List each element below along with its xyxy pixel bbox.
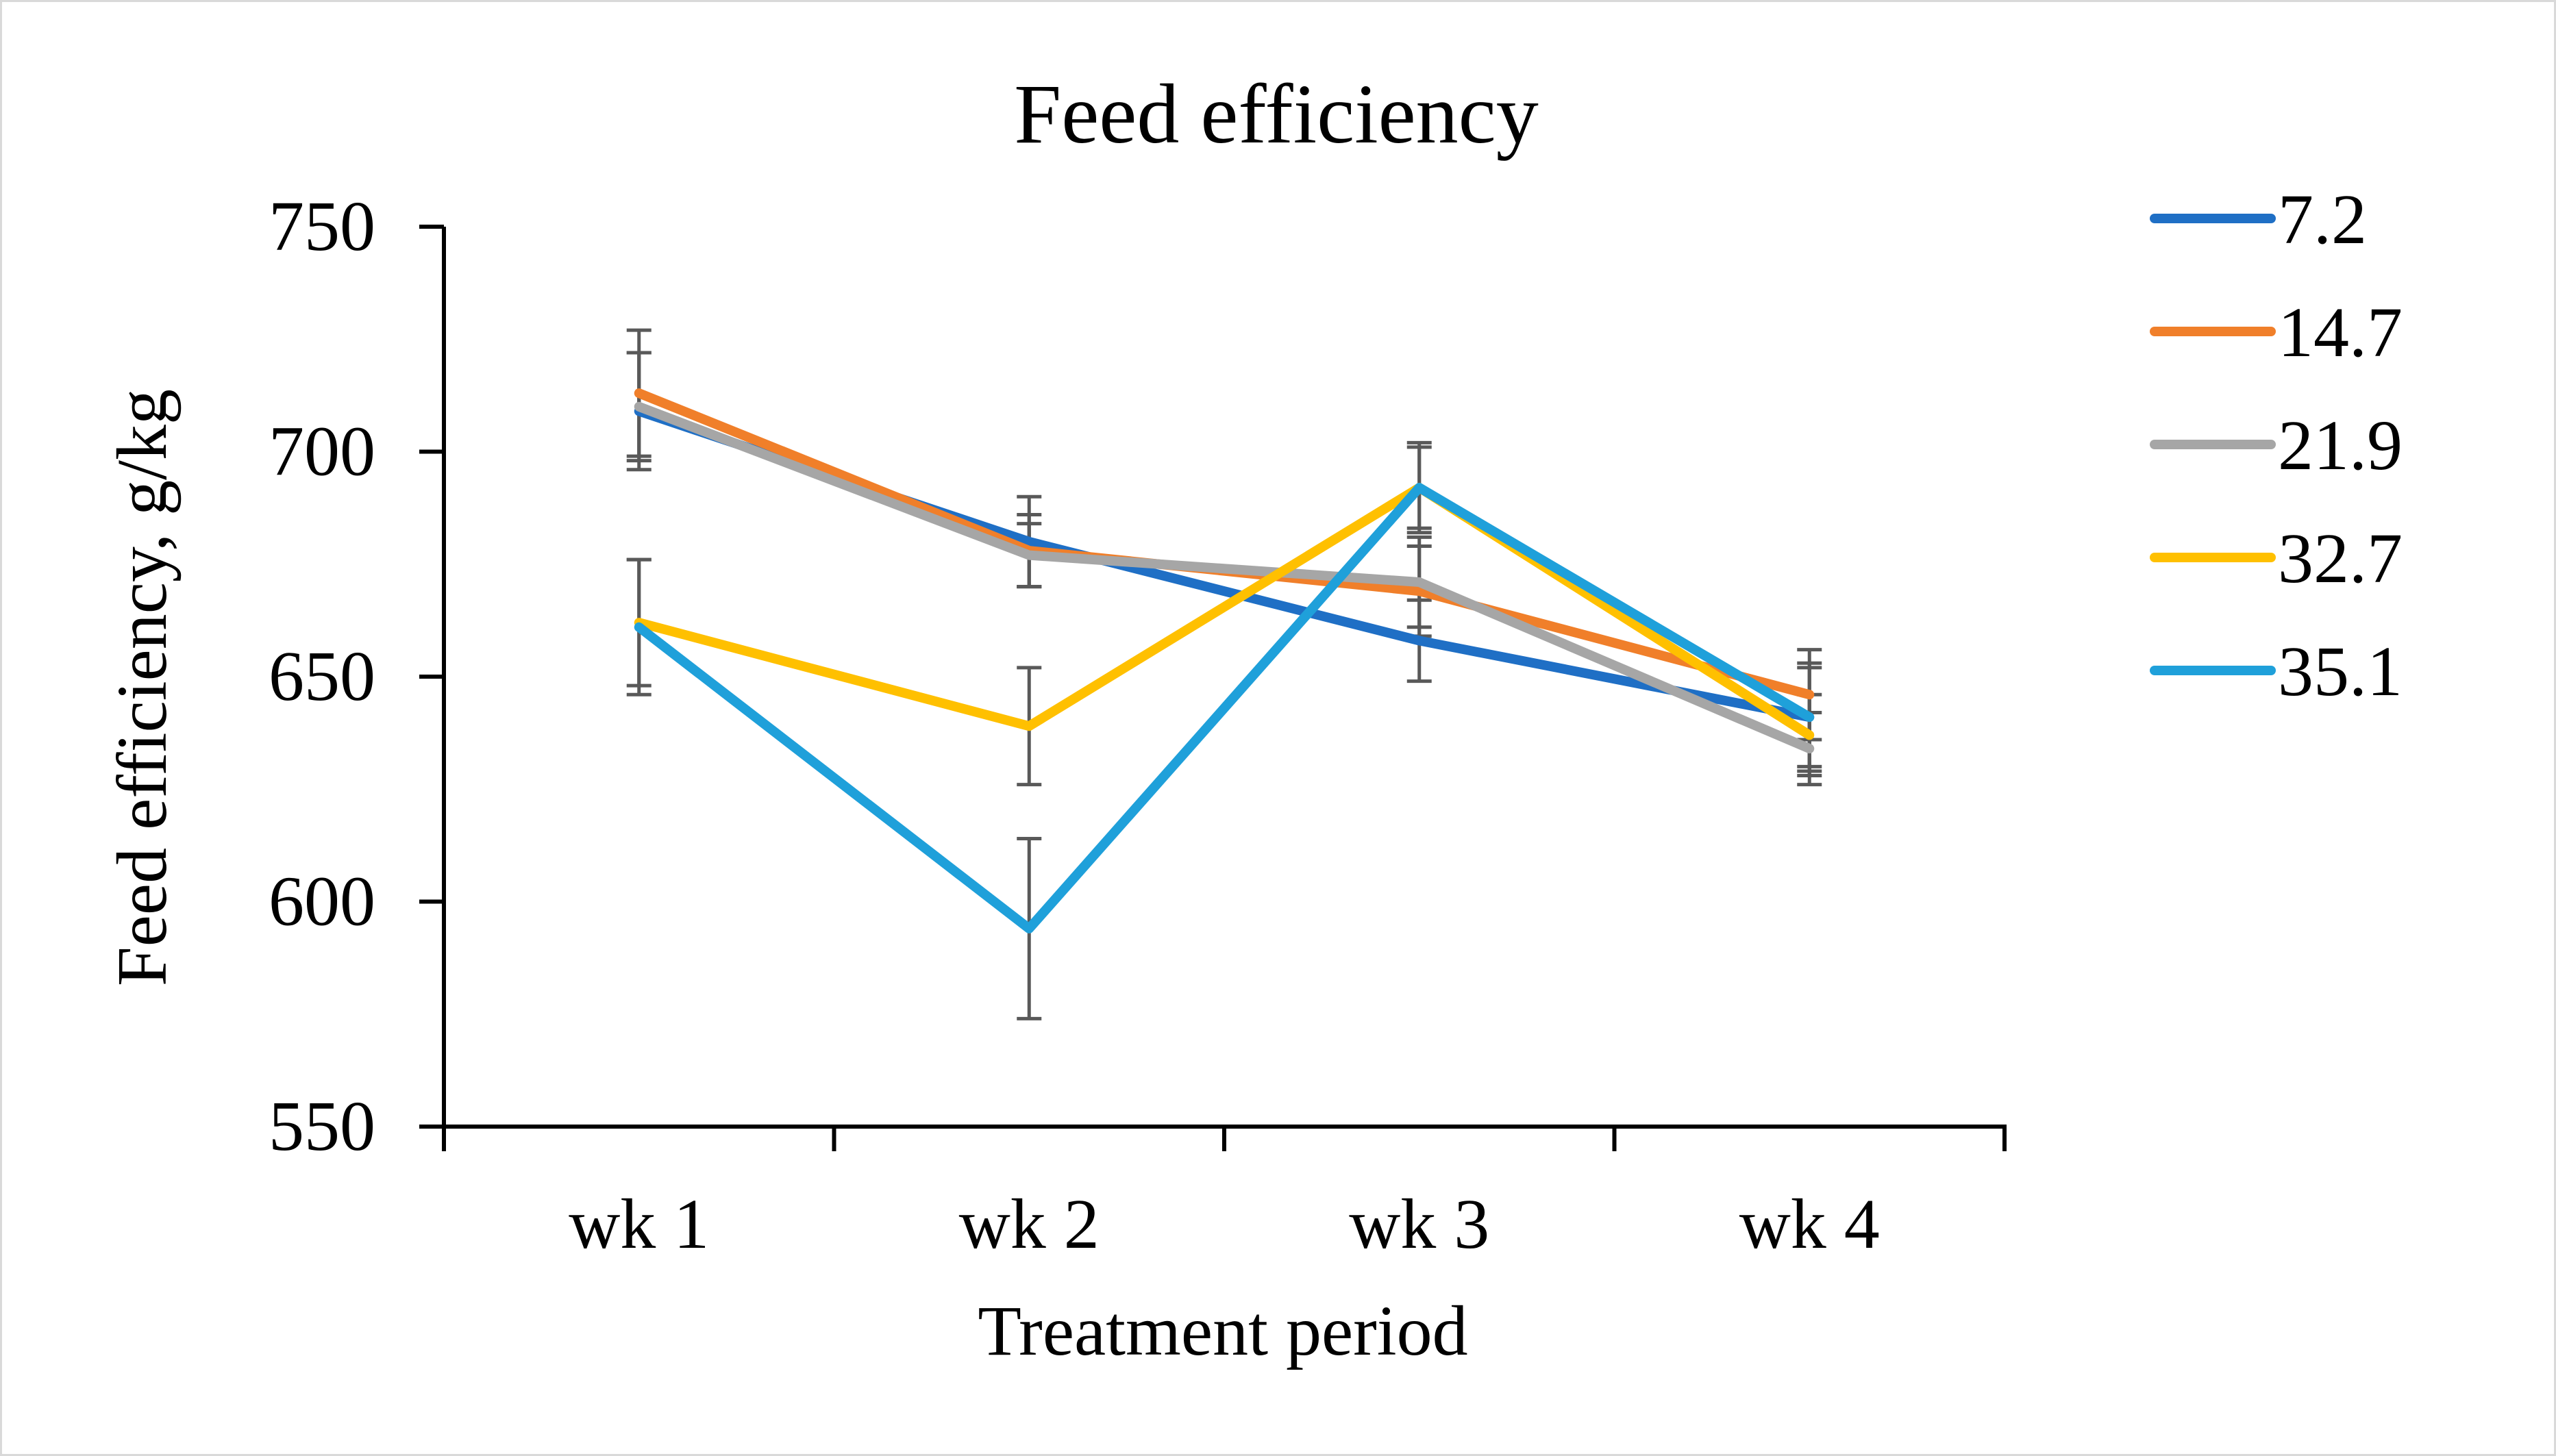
y-tick-label: 550 xyxy=(269,1087,375,1166)
y-tick-label: 650 xyxy=(269,637,375,716)
legend-label-35-1: 35.1 xyxy=(2278,632,2403,711)
axes: 550 600 650 700 750 wk 1 wk 2 wk 3 wk 4 xyxy=(269,187,2007,1264)
legend-label-7-2: 7.2 xyxy=(2278,180,2367,259)
legend: 7.2 14.7 21.9 32.7 35.1 xyxy=(2150,180,2403,711)
y-tick-label: 600 xyxy=(269,862,375,941)
series-lines xyxy=(634,388,1815,933)
y-axis-title: Feed efficiency, g/kg xyxy=(103,389,182,986)
series-line-21-9 xyxy=(634,401,1815,754)
y-tick-label: 700 xyxy=(269,412,375,491)
x-tick-label: wk 3 xyxy=(1349,1185,1489,1264)
y-tick-label: 750 xyxy=(269,187,375,266)
x-tick-label: wk 4 xyxy=(1739,1185,1880,1264)
legend-label-21-9: 21.9 xyxy=(2278,406,2403,485)
x-tick-label: wk 1 xyxy=(569,1185,709,1264)
x-axis-title: Treatment period xyxy=(978,1292,1467,1370)
legend-label-32-7: 32.7 xyxy=(2278,519,2403,598)
chart-title: Feed efficiency xyxy=(1014,67,1538,161)
series-line-32-7 xyxy=(634,483,1815,740)
legend-label-14-7: 14.7 xyxy=(2278,293,2403,372)
series-line-14-7 xyxy=(634,388,1815,700)
series-line-35-1 xyxy=(634,483,1815,933)
x-tick-label: wk 2 xyxy=(959,1185,1100,1264)
